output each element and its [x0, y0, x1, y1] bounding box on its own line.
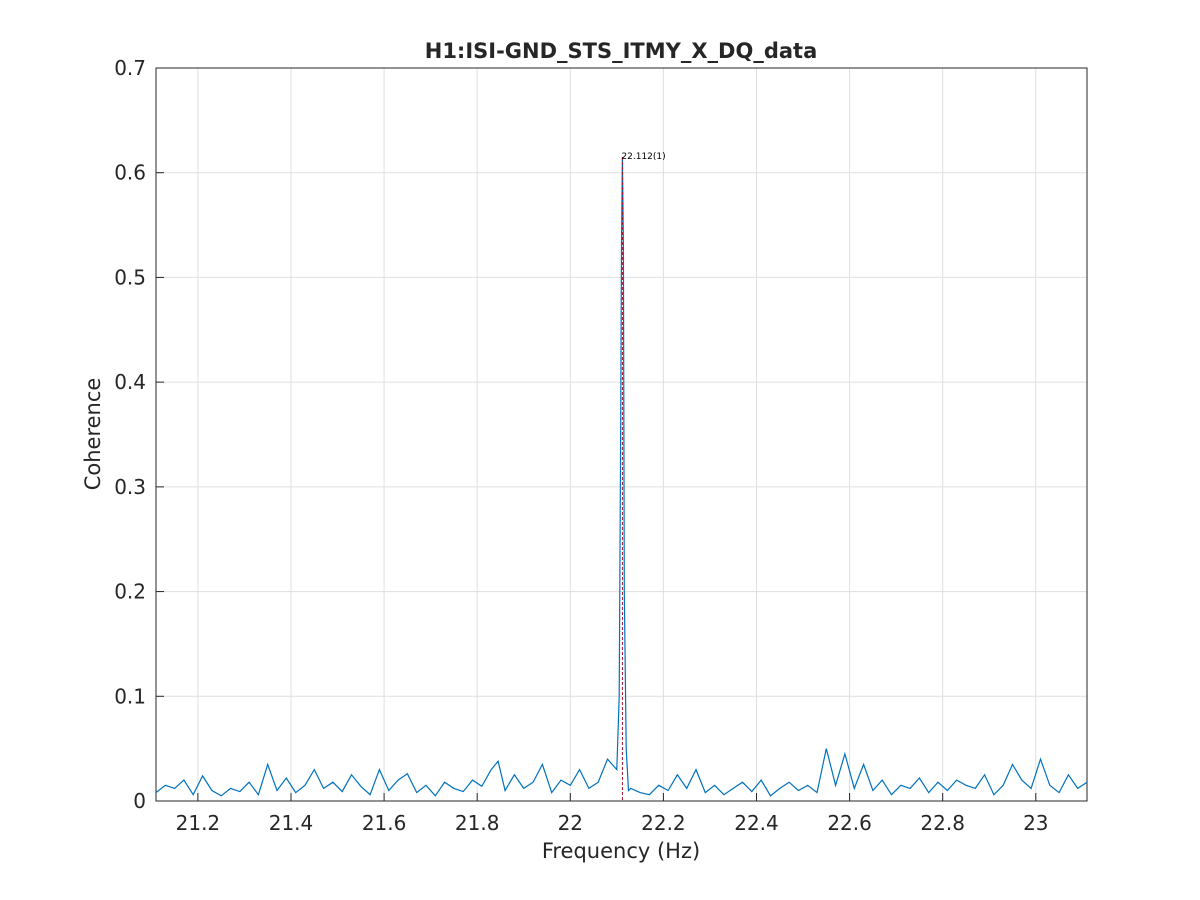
annotation-group: 22.112(1): [621, 152, 666, 801]
y-tick-label: 0.6: [114, 161, 146, 185]
x-tick-label: 21.4: [269, 811, 314, 835]
x-tick-label: 23: [1023, 811, 1048, 835]
grid: [156, 67, 1087, 802]
coherence-series-line: [155, 156, 1088, 797]
y-tick-label: 0.1: [114, 684, 146, 708]
x-tick-label: 22.8: [920, 811, 965, 835]
y-tick-label: 0.4: [114, 370, 146, 394]
plot-area-border: [155, 67, 1088, 802]
chart-title: H1:ISI-GND_STS_ITMY_X_DQ_data: [425, 39, 818, 63]
y-tick-label: 0: [133, 789, 146, 813]
series-group: [155, 156, 1088, 797]
x-axis-label: Frequency (Hz): [542, 839, 700, 863]
y-axis-label: Coherence: [81, 378, 105, 491]
peak-annotation-label: 22.112(1): [621, 152, 665, 162]
x-tick-label: 22.6: [827, 811, 872, 835]
x-tick-label: 21.6: [362, 811, 407, 835]
y-tick-label: 0.2: [114, 580, 146, 604]
x-tick-label: 22: [558, 811, 583, 835]
x-tick-label: 21.2: [176, 811, 221, 835]
y-axis: 0 0.1 0.2 0.3 0.4 0.5 0.6 0.7: [114, 56, 164, 813]
y-tick-label: 0.3: [114, 475, 146, 499]
x-axis: 21.2 21.4 21.6 21.8 22 22.2 22.4 22.6 22.8 23: [176, 793, 1049, 835]
x-tick-label: 22.2: [641, 811, 686, 835]
y-tick-label: 0.5: [114, 265, 146, 289]
x-tick-label: 21.8: [455, 811, 500, 835]
y-tick-label: 0.7: [114, 56, 146, 80]
x-tick-label: 22.4: [734, 811, 779, 835]
